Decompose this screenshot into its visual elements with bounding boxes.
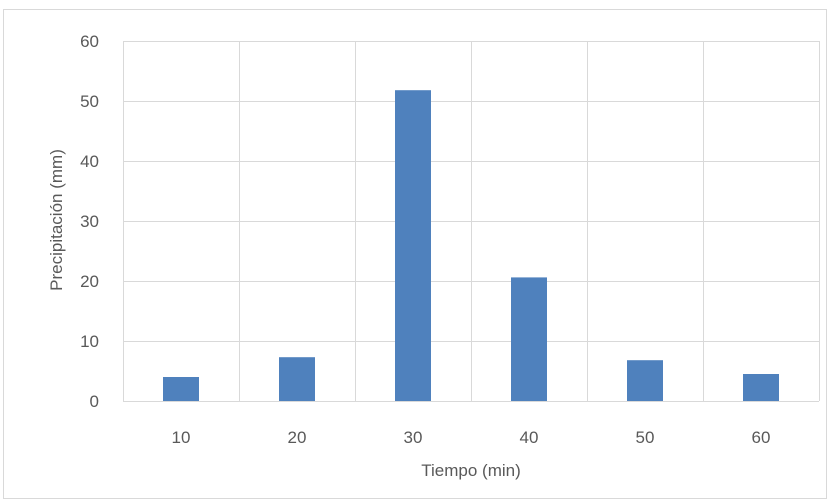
bar-10 (163, 377, 199, 401)
x-tick-label: 50 (636, 428, 655, 447)
x-axis-title: Tiempo (min) (421, 461, 521, 480)
bar-30 (395, 90, 431, 401)
y-tick-label: 50 (80, 92, 99, 111)
x-tick-label: 30 (404, 428, 423, 447)
y-tick-label: 60 (80, 32, 99, 51)
y-tick-label: 0 (90, 392, 99, 411)
x-tick-label: 10 (172, 428, 191, 447)
y-tick-label: 10 (80, 332, 99, 351)
x-tick-label: 20 (288, 428, 307, 447)
y-tick-label: 40 (80, 152, 99, 171)
y-axis-title: Precipitación (mm) (47, 149, 66, 291)
x-tick-labels: 10 20 30 40 50 60 (172, 428, 771, 447)
bar-20 (279, 357, 315, 401)
bars (163, 90, 779, 401)
y-tick-label: 20 (80, 272, 99, 291)
y-tick-label: 30 (80, 212, 99, 231)
bar-60 (743, 374, 779, 401)
x-tick-label: 40 (520, 428, 539, 447)
bar-40 (511, 277, 547, 401)
y-tick-labels: 0 10 20 30 40 50 60 (80, 32, 99, 411)
x-tick-label: 60 (752, 428, 771, 447)
gridlines (123, 41, 820, 402)
bar-50 (627, 360, 663, 401)
